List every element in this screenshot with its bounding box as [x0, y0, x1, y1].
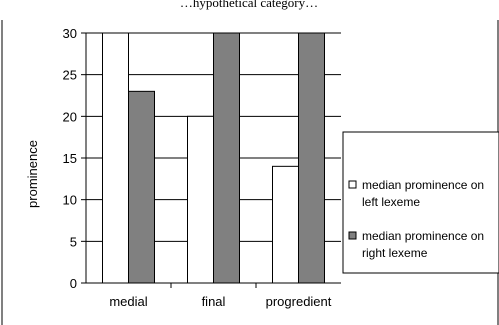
y-tick-labels: 0 5 10 15 20 25 30: [63, 26, 77, 291]
legend-label-left-lexeme-line1: median prominence on: [362, 178, 484, 192]
legend-swatch-left-lexeme: [348, 180, 357, 189]
y-axis-title: prominence: [25, 140, 40, 208]
legend-box: [342, 131, 499, 274]
bars: [102, 32, 325, 284]
y-tick-label-15: 15: [63, 151, 77, 166]
legend: median prominence on left lexeme median …: [342, 131, 499, 274]
legend-label-right-lexeme-line2: right lexeme: [362, 246, 428, 260]
legend-label-right-lexeme-line1: median prominence on: [362, 229, 484, 243]
legend-label-left-lexeme-line2: left lexeme: [362, 195, 420, 209]
y-tick-label-0: 0: [70, 276, 77, 291]
y-tick-label-5: 5: [70, 234, 77, 249]
bar-final-series-2: [213, 32, 240, 284]
y-tick-label-25: 25: [63, 68, 77, 83]
bar-medial-series-2: [128, 90, 155, 284]
x-category-label-medial: medial: [109, 294, 147, 309]
bar-progredient-series-2: [298, 32, 325, 284]
axes: [81, 32, 341, 288]
x-category-labels: medial final progredient: [109, 294, 331, 309]
chart-title: …hypothetical category…: [180, 0, 318, 10]
y-tick-label-10: 10: [63, 193, 77, 208]
y-tick-label-30: 30: [63, 26, 77, 41]
x-category-label-progredient: progredient: [266, 294, 332, 309]
legend-swatch-right-lexeme: [348, 231, 357, 240]
bar-final-series-1: [187, 115, 214, 284]
bar-progredient-series-1: [272, 165, 299, 284]
bar-medial-series-1: [102, 32, 129, 284]
x-category-label-final: final: [202, 294, 226, 309]
y-tick-label-20: 20: [63, 109, 77, 124]
